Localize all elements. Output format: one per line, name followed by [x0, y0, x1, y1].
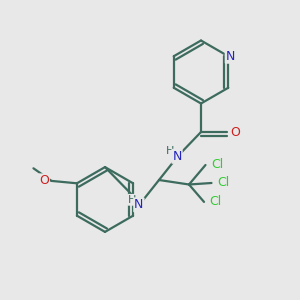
Text: N: N	[226, 50, 235, 63]
Text: Cl: Cl	[217, 176, 229, 190]
Text: O: O	[230, 125, 240, 139]
Text: N: N	[172, 150, 182, 163]
Text: O: O	[39, 174, 49, 188]
Text: Cl: Cl	[209, 195, 221, 208]
Text: N: N	[134, 198, 144, 212]
Text: H: H	[128, 195, 136, 205]
Text: H: H	[166, 146, 175, 156]
Text: Cl: Cl	[211, 158, 223, 172]
